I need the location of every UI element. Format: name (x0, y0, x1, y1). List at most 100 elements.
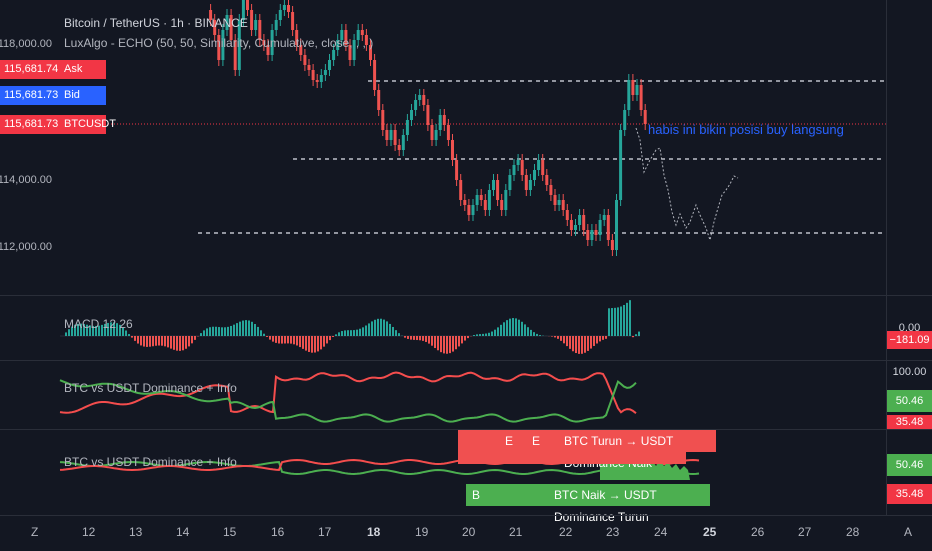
macd-bar (380, 319, 382, 336)
candle-body (590, 230, 593, 240)
macd-legend[interactable]: MACD 12 26 (64, 317, 133, 331)
marker-e: E (505, 430, 513, 452)
candle-body (476, 195, 479, 205)
macd-bar (626, 303, 628, 336)
auto-scale-icon[interactable]: A (904, 525, 912, 539)
candle-body (455, 160, 458, 180)
macd-bar (299, 336, 301, 347)
candle-body (545, 175, 548, 185)
btc-up-banner[interactable]: B BTC Naik → USDT Dominance Turun (466, 484, 710, 506)
candle-body (570, 220, 573, 230)
macd-bar (224, 327, 226, 336)
macd-bar (482, 334, 484, 336)
macd-bar (572, 336, 574, 351)
macd-bar (491, 332, 493, 336)
candle-body (459, 180, 462, 200)
macd-bar (356, 330, 358, 336)
marker-e: E (532, 430, 540, 452)
candle-body (582, 215, 585, 230)
candle-body (332, 50, 335, 60)
macd-bar (440, 336, 442, 352)
macd-bar (134, 336, 136, 341)
macd-bar (368, 323, 370, 336)
macd-bar (614, 308, 616, 336)
macd-bar (407, 336, 409, 339)
time-label: 22 (559, 525, 572, 539)
macd-bar (431, 336, 433, 346)
chart-annotation[interactable]: habis ini bikin posisi buy langsung (648, 122, 844, 137)
macd-bar (509, 319, 511, 336)
macd-pane[interactable]: MACD 12 26 (0, 296, 886, 360)
macd-bar (185, 336, 187, 349)
macd-bar (446, 336, 448, 354)
ask-label: Ask (60, 60, 86, 79)
dominance-pane-2[interactable]: E E BTC Turun → USDT Dominance Naik B BT… (0, 430, 886, 506)
macd-bar (467, 336, 469, 338)
macd-bar (278, 336, 280, 343)
candle-body (586, 230, 589, 240)
macd-bar (620, 306, 622, 336)
candle-body (529, 180, 532, 190)
candle-body (603, 215, 606, 220)
macd-bar (488, 333, 490, 336)
dominance-pane-1[interactable]: BTC vs USDT Dominance + Info (0, 361, 886, 429)
macd-bar (335, 334, 337, 336)
candle-body (385, 130, 388, 140)
time-label: 24 (654, 525, 667, 539)
candle-body (254, 20, 257, 30)
macd-bar (473, 335, 475, 336)
time-label: 16 (271, 525, 284, 539)
macd-bar (266, 336, 268, 337)
candle-body (447, 125, 450, 140)
macd-bar (269, 336, 271, 340)
macd-bar (272, 336, 274, 342)
macd-bar (179, 336, 181, 351)
time-label: 25 (703, 525, 716, 539)
macd-bar (281, 336, 283, 344)
macd-bar (632, 336, 634, 337)
macd-bar (362, 327, 364, 336)
macd-bar (515, 318, 517, 336)
candle-body (472, 205, 475, 215)
macd-bar (236, 323, 238, 336)
timezone-icon[interactable]: Z (31, 525, 38, 539)
macd-bar (395, 330, 397, 336)
candle-body (492, 180, 495, 190)
macd-bar (254, 324, 256, 336)
macd-bar (386, 321, 388, 336)
macd-bar (539, 335, 541, 336)
dominance-legend-2[interactable]: BTC vs USDT Dominance + Info (64, 455, 237, 469)
macd-bar (314, 336, 316, 353)
candle-body (558, 200, 561, 205)
dominance-legend-1[interactable]: BTC vs USDT Dominance + Info (64, 381, 237, 395)
candle-body (279, 10, 282, 20)
candle-body (504, 190, 507, 210)
time-label: 12 (82, 525, 95, 539)
macd-bar (206, 328, 208, 336)
macd-bar (425, 336, 427, 342)
candle-body (250, 10, 253, 30)
candle-body (644, 110, 647, 124)
macd-bar (476, 334, 478, 336)
macd-bar (443, 336, 445, 353)
macd-bar (581, 336, 583, 354)
candle-body (414, 100, 417, 110)
main-chart-pane[interactable]: Bitcoin / TetherUS · 1h · BINANCE LuxAlg… (0, 0, 886, 295)
macd-bar (455, 336, 457, 349)
macd-bar (419, 336, 421, 340)
macd-bar (371, 321, 373, 336)
macd-bar (461, 336, 463, 343)
symbol-title-text: Bitcoin / TetherUS · 1h · BINANCE (64, 16, 248, 30)
macd-bar (584, 336, 586, 353)
macd-bar (359, 329, 361, 336)
candle-body (554, 195, 557, 205)
price-axis[interactable] (886, 0, 932, 515)
btc-down-banner[interactable]: E E BTC Turun → USDT Dominance Naik (458, 430, 716, 452)
macd-bar (305, 336, 307, 351)
macd-bar (128, 334, 130, 336)
last-label: BTCUSDT (60, 115, 120, 134)
macd-bar (623, 305, 625, 336)
macd-bar (479, 334, 481, 336)
indicator-title[interactable]: LuxAlgo - ECHO (50, 50, Similarity, Cumu… (64, 36, 373, 50)
